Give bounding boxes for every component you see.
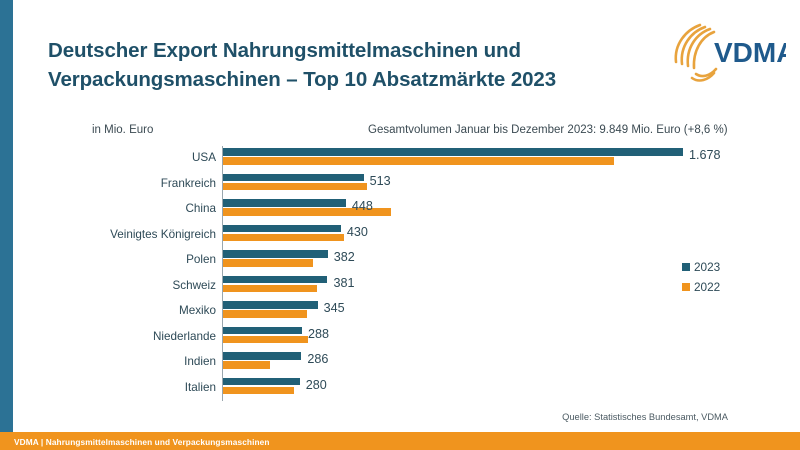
vdma-logo-icon: VDMA xyxy=(674,23,786,82)
legend-label-2022: 2022 xyxy=(694,279,721,294)
header: Deutscher Export Nahrungsmittelmaschinen… xyxy=(48,36,668,94)
category-label: Frankreich xyxy=(160,176,216,190)
chart-row: China 448 xyxy=(0,197,800,223)
value-label: 1.678 xyxy=(689,148,721,162)
bar-group xyxy=(223,173,367,191)
chart-row: Veinigtes Königreich 430 xyxy=(0,223,800,249)
chart-row: Frankreich 513 xyxy=(0,172,800,198)
bar-2023[interactable] xyxy=(223,326,302,335)
bar-2022[interactable] xyxy=(223,233,344,242)
category-label: Niederlande xyxy=(152,329,216,343)
bar-group xyxy=(223,224,344,242)
bar-group xyxy=(223,352,302,369)
footer-text: VDMA | Nahrungsmittelmaschinen und Verpa… xyxy=(14,436,270,447)
total-volume-label: Gesamtvolumen Januar bis Dezember 2023: … xyxy=(368,124,728,136)
chart-row: Italien 280 xyxy=(0,376,800,402)
bar-2023[interactable] xyxy=(223,224,341,233)
unit-label: in Mio. Euro xyxy=(92,124,154,136)
value-label: 382 xyxy=(333,250,355,264)
legend-item-2022[interactable]: 2022 xyxy=(682,278,720,295)
bar-group xyxy=(223,275,328,293)
value-label: 286 xyxy=(307,352,329,366)
page-title-line1: Deutscher Export Nahrungsmittelmaschinen… xyxy=(48,39,521,62)
legend-item-2023[interactable]: 2023 xyxy=(682,258,720,275)
bar-2022[interactable] xyxy=(223,208,392,216)
bar-2022[interactable] xyxy=(223,182,367,191)
page-title: Deutscher Export Nahrungsmittelmaschinen… xyxy=(48,36,668,94)
legend-swatch-2022 xyxy=(682,282,690,291)
bar-2023[interactable] xyxy=(223,275,328,284)
category-label: Polen xyxy=(186,253,216,266)
bar-2022[interactable] xyxy=(223,259,313,267)
category-label: Italien xyxy=(184,380,216,394)
page-title-line2: Verpackungsmaschinen – Top 10 Absatzmärk… xyxy=(48,68,557,92)
source-note: Quelle: Statistisches Bundesamt, VDMA xyxy=(562,412,728,422)
category-label: Veinigtes Königreich xyxy=(110,227,216,241)
value-label: 381 xyxy=(333,275,355,290)
chart-legend: 2023 2022 xyxy=(682,258,720,298)
bar-group xyxy=(223,377,300,395)
bar-2022[interactable] xyxy=(223,386,294,395)
bar-2022[interactable] xyxy=(223,335,308,344)
bar-2023[interactable] xyxy=(223,352,302,360)
legend-label-2023: 2023 xyxy=(694,259,721,274)
bar-group xyxy=(223,326,308,344)
category-label: Schweiz xyxy=(172,278,216,292)
legend-swatch-2023 xyxy=(682,262,690,271)
chart-row: USA 1.678 xyxy=(0,146,800,172)
bar-2023[interactable] xyxy=(223,148,683,156)
bar-2023[interactable] xyxy=(223,250,328,258)
category-label: Indien xyxy=(184,355,216,368)
bar-group xyxy=(223,301,318,318)
bar-2022[interactable] xyxy=(223,310,308,318)
bar-2022[interactable] xyxy=(223,361,271,369)
value-label: 513 xyxy=(369,173,391,188)
chart-row: Schweiz 381 xyxy=(0,274,800,300)
chart-row: Polen 382 xyxy=(0,248,800,274)
vdma-logo: VDMA xyxy=(666,22,786,84)
bar-2023[interactable] xyxy=(223,199,346,207)
chart-row: Indien 286 xyxy=(0,350,800,376)
chart-row: Mexiko 345 xyxy=(0,299,800,325)
value-label: 280 xyxy=(305,377,327,392)
bar-group xyxy=(223,148,683,165)
vdma-logo-text: VDMA xyxy=(714,37,786,68)
bar-group xyxy=(223,199,392,216)
bar-2022[interactable] xyxy=(223,157,615,165)
value-label: 345 xyxy=(323,301,345,315)
bar-group xyxy=(223,250,328,267)
category-label: China xyxy=(185,202,216,215)
value-label: 288 xyxy=(307,326,329,341)
value-label: 430 xyxy=(346,224,368,239)
chart-rows: USA 1.678 Frankreich 513 China 448 Veinigtes K… xyxy=(0,146,800,401)
category-axis-line xyxy=(222,146,224,401)
bar-chart: USA 1.678 Frankreich 513 China 448 Veinigtes K… xyxy=(0,146,800,404)
bar-2023[interactable] xyxy=(223,173,364,182)
category-label: Mexiko xyxy=(178,304,216,317)
left-accent-strip xyxy=(0,0,13,432)
bar-2023[interactable] xyxy=(223,377,300,386)
value-label: 448 xyxy=(351,199,373,213)
bar-2023[interactable] xyxy=(223,301,318,309)
category-label: USA xyxy=(191,151,216,164)
bar-2022[interactable] xyxy=(223,284,318,293)
chart-row: Niederlande 288 xyxy=(0,325,800,351)
footer-bar: VDMA | Nahrungsmittelmaschinen und Verpa… xyxy=(0,432,800,450)
